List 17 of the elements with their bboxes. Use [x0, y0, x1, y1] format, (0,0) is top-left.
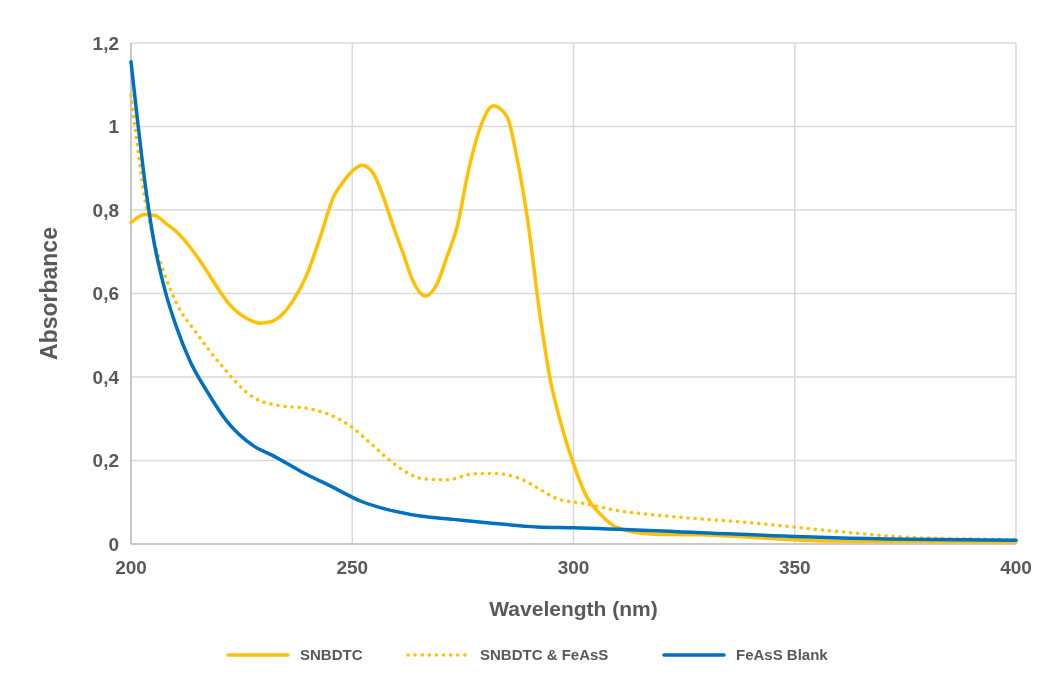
x-tick-label: 300: [557, 557, 590, 578]
y-tick-label: 0,8: [92, 199, 119, 221]
x-tick-label: 250: [336, 557, 369, 578]
legend-label: FeAsS Blank: [736, 646, 829, 664]
x-tick-label: 400: [1000, 557, 1032, 578]
y-tick-label: 0: [108, 533, 119, 555]
y-tick-label: 1: [108, 116, 120, 138]
legend-label: SNBDTC & FeAsS: [480, 646, 609, 664]
y-tick-label: 0,4: [92, 366, 120, 388]
legend-label: SNBDTC: [300, 646, 363, 664]
x-axis-title: Wavelength (nm): [489, 597, 658, 620]
y-tick-label: 0,2: [92, 450, 119, 472]
x-tick-label: 200: [115, 557, 147, 578]
y-tick-label: 0,6: [92, 283, 119, 305]
y-tick-label: 1,2: [92, 32, 119, 54]
y-axis-title: Absorbance: [36, 227, 62, 360]
x-tick-label: 350: [778, 557, 811, 578]
